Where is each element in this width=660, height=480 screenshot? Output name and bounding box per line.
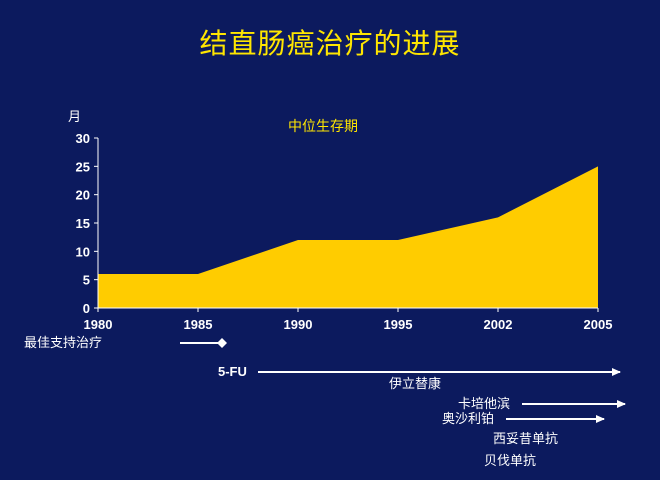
x-tick-label: 2002 [484,317,513,332]
treatment-label-irinotecan: 伊立替康 [389,376,441,392]
y-tick-label: 25 [76,159,90,174]
treatment-label-cetuximab: 西妥昔单抗 [493,432,558,447]
y-tick-label: 20 [76,188,90,203]
y-tick-label: 0 [83,301,90,316]
slide-title: 结直肠癌治疗的进展 [199,27,461,60]
x-tick-label: 1985 [184,317,213,332]
treatment-diamond-bsc [217,338,227,348]
area-series [98,166,598,308]
x-ticks: 1980 1985 1990 1995 2002 2005 [84,308,613,332]
series-label: 中位生存期 [288,119,358,135]
x-tick-label: 1990 [284,317,313,332]
y-tick-label: 15 [76,216,90,231]
area-series-layer [98,166,598,308]
y-tick-label: 5 [83,273,90,288]
treatment-label-oxaliplatin: 奥沙利铂 [442,411,494,427]
treatment-label-bsc: 最佳支持治疗 [24,336,102,351]
treatment-label-bevacizumab: 贝伐单抗 [484,454,536,469]
y-tick-label: 30 [76,131,90,146]
x-tick-label: 2005 [584,317,613,332]
y-unit-label: 月 [68,110,81,125]
treatment-label-5fu: 5-FU [218,364,247,379]
treatment-label-capecitabine: 卡培他滨 [458,396,510,412]
x-tick-label: 1980 [84,317,113,332]
y-tick-label: 10 [76,244,90,259]
y-ticks: 0 5 10 15 20 25 30 [76,131,98,316]
x-tick-label: 1995 [384,317,413,332]
